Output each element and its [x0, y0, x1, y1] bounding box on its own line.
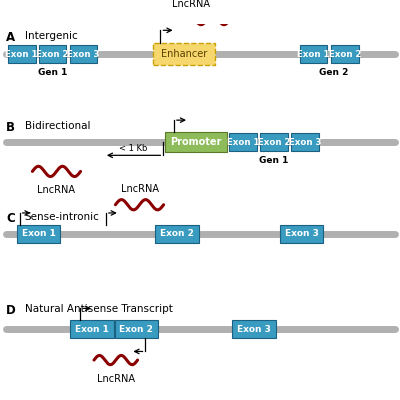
FancyBboxPatch shape: [331, 45, 359, 63]
Text: Exon 2: Exon 2: [329, 50, 362, 59]
Text: Exon 2: Exon 2: [120, 325, 153, 334]
Text: Exon 2: Exon 2: [36, 50, 69, 59]
Text: Exon 1: Exon 1: [227, 138, 260, 147]
FancyBboxPatch shape: [8, 45, 36, 63]
Text: Bidirectional: Bidirectional: [25, 121, 90, 131]
Text: Gen 1: Gen 1: [38, 68, 67, 77]
FancyBboxPatch shape: [300, 45, 328, 63]
Text: Exon 1: Exon 1: [22, 230, 56, 238]
Text: A: A: [6, 31, 15, 44]
FancyBboxPatch shape: [39, 45, 66, 63]
FancyBboxPatch shape: [165, 132, 226, 152]
FancyBboxPatch shape: [280, 225, 324, 243]
Text: Gen 2: Gen 2: [319, 68, 348, 77]
Text: D: D: [6, 304, 16, 317]
Text: Exon 2: Exon 2: [160, 230, 194, 238]
Text: C: C: [6, 212, 15, 225]
Text: Exon 3: Exon 3: [67, 50, 100, 59]
Text: B: B: [6, 121, 15, 134]
FancyBboxPatch shape: [115, 320, 158, 338]
FancyBboxPatch shape: [155, 225, 199, 243]
Text: Exon 1: Exon 1: [6, 50, 38, 59]
Text: Promoter: Promoter: [170, 137, 222, 147]
Text: Exon 3: Exon 3: [237, 325, 271, 334]
Text: < 1 Kb: < 1 Kb: [120, 144, 148, 154]
Text: Exon 2: Exon 2: [258, 138, 290, 147]
Text: Exon 1: Exon 1: [297, 50, 330, 59]
Text: Enhancer: Enhancer: [161, 49, 207, 59]
FancyBboxPatch shape: [260, 133, 288, 151]
Text: Exon 1: Exon 1: [75, 325, 109, 334]
FancyBboxPatch shape: [17, 225, 60, 243]
FancyBboxPatch shape: [291, 133, 319, 151]
FancyBboxPatch shape: [153, 44, 215, 65]
Text: LncRNA: LncRNA: [97, 374, 135, 384]
Text: LncRNA: LncRNA: [38, 185, 76, 195]
Text: LncRNA: LncRNA: [172, 0, 210, 9]
Text: Natural Antisense Transcript: Natural Antisense Transcript: [25, 304, 173, 314]
FancyBboxPatch shape: [232, 320, 276, 338]
Text: Gen 1: Gen 1: [259, 156, 289, 165]
Text: Sense-intronic: Sense-intronic: [25, 212, 100, 222]
Text: LncRNA: LncRNA: [120, 184, 158, 194]
Text: Exon 3: Exon 3: [285, 230, 319, 238]
Text: Intergenic: Intergenic: [25, 31, 78, 41]
FancyBboxPatch shape: [70, 45, 97, 63]
Text: Exon 3: Exon 3: [289, 138, 321, 147]
FancyBboxPatch shape: [70, 320, 114, 338]
FancyBboxPatch shape: [229, 133, 257, 151]
